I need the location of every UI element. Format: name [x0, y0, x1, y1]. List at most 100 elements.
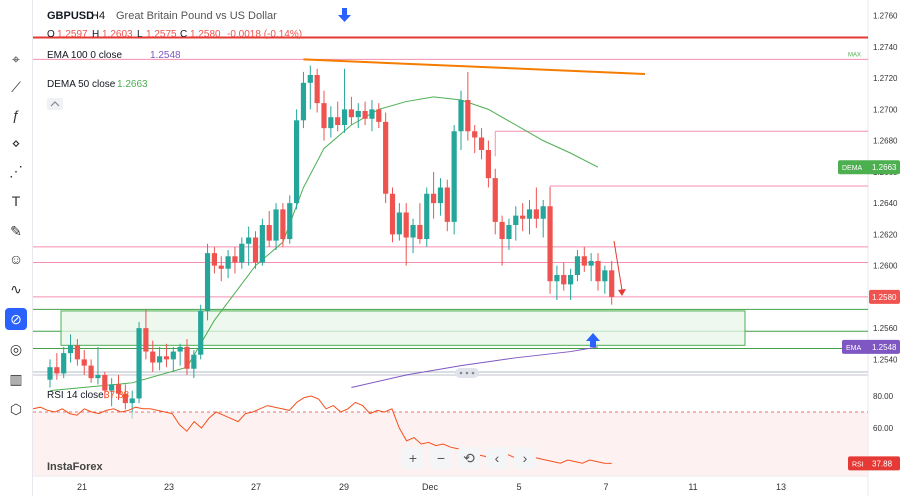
- time-tick-label: 29: [339, 482, 349, 492]
- candle: [602, 265, 608, 294]
- reset-chart-button[interactable]: ⟲: [458, 447, 480, 469]
- svg-text:1.2580: 1.2580: [872, 293, 897, 302]
- trash-icon[interactable]: ▥: [9, 370, 23, 387]
- support-zone[interactable]: [60, 310, 746, 346]
- candle: [198, 304, 204, 360]
- candle: [287, 195, 293, 244]
- candle: [95, 346, 101, 385]
- pattern-tool-icon[interactable]: ⋄: [11, 134, 21, 151]
- trendline[interactable]: [303, 58, 646, 75]
- candle: [273, 203, 279, 250]
- candle: [122, 384, 128, 410]
- candle: [574, 250, 581, 282]
- time-tick-label: 11: [688, 482, 697, 492]
- hide-drawings-icon[interactable]: ◎: [9, 340, 23, 357]
- candle: [369, 100, 375, 132]
- low-value: 1.2575: [146, 29, 177, 40]
- candle: [355, 103, 361, 129]
- candle: [177, 343, 183, 366]
- price-tick-label: 1.2740: [873, 43, 898, 52]
- magnet-tool-icon[interactable]: ⊘: [5, 308, 27, 330]
- candle: [88, 359, 94, 383]
- dema-legend-label[interactable]: DEMA 50 close: [47, 79, 116, 90]
- rsi-legend-label[interactable]: RSI 14 close: [47, 390, 104, 401]
- time-tick-label: 13: [776, 482, 786, 492]
- candle: [403, 203, 409, 266]
- candle: [533, 187, 539, 229]
- time-tick-label: 27: [251, 482, 261, 492]
- candle: [437, 178, 444, 216]
- candle: [157, 346, 163, 371]
- candle: [417, 203, 423, 244]
- ema-legend-value: 1.2548: [150, 50, 181, 61]
- candle: [478, 128, 485, 160]
- timeframe[interactable]: H4: [91, 10, 105, 22]
- pane-resize-handle[interactable]: [455, 368, 479, 378]
- svg-text:EMA: EMA: [846, 345, 862, 352]
- price-tick-label: 1.2720: [873, 74, 898, 83]
- rsi-legend-value: 37.88: [104, 390, 129, 401]
- collapse-legend-icon[interactable]: [47, 98, 63, 110]
- candle: [506, 218, 512, 250]
- dema-legend-value: 1.2663: [117, 79, 148, 90]
- price-tick-label: 1.2680: [873, 137, 898, 146]
- candle: [191, 350, 197, 379]
- candle: [389, 187, 396, 243]
- fib-tool-icon[interactable]: ƒ: [12, 107, 20, 123]
- candle: [520, 203, 526, 232]
- candle: [348, 96, 354, 125]
- candle: [211, 246, 217, 274]
- candle: [163, 343, 170, 368]
- arrow-target-icon: [613, 240, 626, 296]
- close-value: 1.2580: [190, 29, 221, 40]
- measure-tool-icon[interactable]: ∿: [10, 280, 22, 297]
- time-tick-label: Dec: [422, 482, 439, 492]
- zoom-out-button[interactable]: −: [430, 447, 452, 469]
- candle: [341, 68, 348, 133]
- candle: [472, 125, 478, 154]
- emoji-tool-icon[interactable]: ☺: [8, 251, 24, 267]
- svg-text:1.2663: 1.2663: [872, 163, 897, 172]
- candle: [54, 353, 60, 380]
- zoom-in-button[interactable]: +: [402, 447, 424, 469]
- candle: [47, 359, 53, 388]
- candle: [74, 339, 80, 366]
- time-tick-label: 7: [603, 482, 608, 492]
- watermark: InstaForex: [47, 461, 104, 473]
- price-tick-label: 1.2560: [873, 324, 898, 333]
- candle: [588, 253, 594, 282]
- candle: [485, 140, 491, 188]
- candle: [136, 321, 142, 404]
- text-tool-icon[interactable]: T: [11, 193, 21, 209]
- rsi-tick-label: 60.00: [873, 424, 894, 433]
- candle: [396, 203, 402, 241]
- price-axis[interactable]: 1.27601.27401.27201.27001.26801.26601.26…: [838, 12, 900, 365]
- candle: [424, 187, 430, 247]
- lock-icon[interactable]: ⬡: [9, 400, 23, 417]
- ohlc-readout: O 1.2597 H 1.2603 L 1.2575 C 1.2580 -0.0…: [47, 29, 302, 40]
- candle: [102, 371, 108, 399]
- crosshair-icon[interactable]: ⌖: [12, 50, 20, 67]
- candle: [595, 253, 601, 291]
- candle: [376, 103, 382, 129]
- candle: [431, 171, 437, 219]
- scroll-left-button[interactable]: ‹: [486, 447, 508, 469]
- candle: [184, 339, 190, 375]
- projection-tool-icon[interactable]: ⋰: [9, 162, 23, 179]
- svg-text:H: H: [92, 29, 99, 40]
- svg-text:L: L: [137, 29, 143, 40]
- time-axis[interactable]: 21 23 27 29 Dec 5 7 11 13: [77, 482, 786, 492]
- ema-legend-label[interactable]: EMA 100 0 close: [47, 50, 122, 61]
- symbol-name[interactable]: GBPUSD: [47, 10, 94, 22]
- candle: [554, 265, 560, 300]
- candle: [252, 231, 259, 269]
- candle: [280, 203, 286, 247]
- trend-line-tool-icon[interactable]: ⟋: [11, 78, 21, 95]
- candle: [232, 246, 238, 274]
- high-value: 1.2603: [102, 29, 133, 40]
- brush-tool-icon[interactable]: ✎: [10, 222, 22, 239]
- scroll-right-button[interactable]: ›: [514, 447, 536, 469]
- candle: [561, 262, 567, 291]
- price-tick-label: 1.2760: [873, 12, 898, 21]
